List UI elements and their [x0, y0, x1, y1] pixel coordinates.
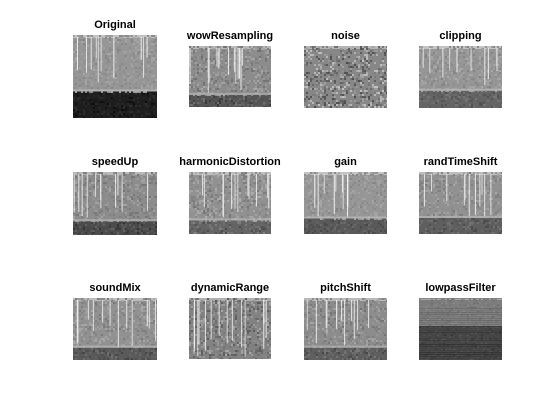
- panel-title: randTimeShift: [423, 156, 498, 168]
- panel-title: dynamicRange: [190, 282, 270, 294]
- spectrogram-image: [73, 35, 157, 118]
- panel-lowpass-filter: lowpassFilter: [419, 282, 502, 360]
- spectrogram-image: [304, 298, 387, 360]
- panel-wow-resampling: wowResampling: [187, 30, 273, 107]
- spectrogram-image: [304, 172, 387, 234]
- spectrogram-image: [419, 298, 502, 360]
- spectrogram-image: [189, 298, 271, 359]
- spectrogram-image: [189, 46, 271, 107]
- panel-title: harmonicDistortion: [179, 156, 281, 168]
- panel-harmonic-distortion: harmonicDistortion: [179, 156, 281, 234]
- spectrogram-image: [419, 46, 502, 108]
- panel-rand-time-shift: randTimeShift: [419, 156, 502, 234]
- panel-original: Original: [73, 19, 157, 118]
- spectrogram-image: [73, 172, 157, 235]
- panel-sound-mix: soundMix: [73, 282, 157, 360]
- panel-title: Original: [94, 19, 136, 31]
- panel-title: speedUp: [91, 156, 139, 168]
- panel-dynamic-range: dynamicRange: [189, 282, 271, 359]
- panel-clipping: clipping: [419, 30, 502, 108]
- panel-title: clipping: [439, 30, 482, 42]
- panel-title: gain: [334, 156, 357, 168]
- panel-title: pitchShift: [320, 282, 371, 294]
- panel-title: soundMix: [89, 282, 141, 294]
- panel-title: lowpassFilter: [425, 282, 496, 294]
- panel-speed-up: speedUp: [73, 156, 157, 235]
- panel-gain: gain: [304, 156, 387, 234]
- spectrogram-image: [73, 298, 157, 360]
- panel-pitch-shift: pitchShift: [304, 282, 387, 360]
- panel-title: noise: [331, 30, 360, 42]
- panel-title: wowResampling: [186, 30, 274, 42]
- spectrogram-image: [304, 46, 387, 108]
- spectrogram-image: [419, 172, 502, 234]
- panel-noise: noise: [304, 30, 387, 108]
- spectrogram-image: [189, 172, 271, 234]
